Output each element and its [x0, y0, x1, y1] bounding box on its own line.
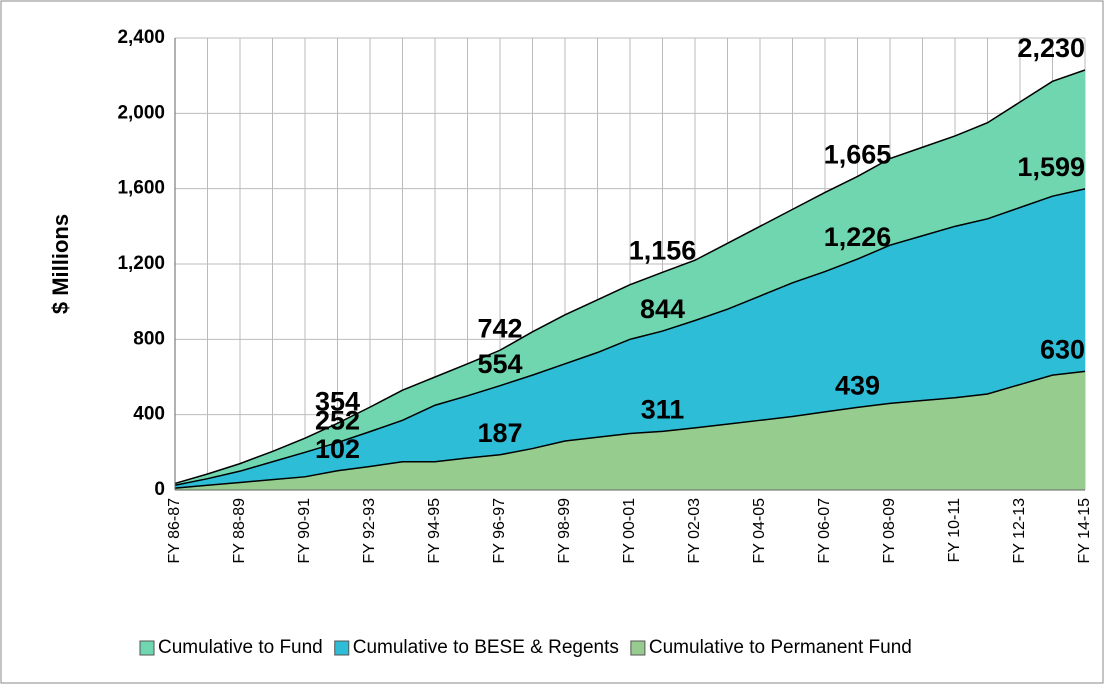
x-tick-label: FY 98-99 — [556, 498, 573, 564]
x-tick-label: FY 90-91 — [296, 498, 313, 564]
x-tick-label: FY 96-97 — [491, 498, 508, 564]
data-label: 1,226 — [824, 222, 892, 252]
data-label: 1,156 — [629, 235, 697, 265]
data-label: 742 — [477, 313, 522, 343]
x-tick-label: FY 86-87 — [166, 498, 183, 564]
x-tick-label: FY 10-11 — [946, 498, 963, 562]
y-tick-label: 0 — [154, 479, 165, 500]
data-label: 311 — [641, 395, 685, 425]
x-tick-label: FY 12-13 — [1011, 498, 1028, 564]
y-tick-label: 2,400 — [117, 27, 165, 48]
x-tick-label: FY 14-15 — [1076, 498, 1093, 564]
data-label: 1,599 — [1017, 152, 1085, 182]
y-tick-label: 800 — [133, 328, 165, 349]
legend-swatch — [630, 640, 646, 656]
y-tick-label: 2,000 — [117, 102, 165, 123]
x-tick-label: FY 02-03 — [686, 498, 703, 564]
x-tick-label: FY 00-01 — [621, 498, 638, 564]
x-tick-label: FY 08-09 — [881, 498, 898, 564]
legend-swatch — [139, 640, 155, 656]
legend-label: Cumulative to BESE & Regents — [353, 637, 619, 658]
data-label: 2,230 — [1017, 33, 1085, 63]
x-tick-label: FY 88-89 — [231, 498, 248, 564]
data-label: 844 — [640, 294, 685, 324]
y-tick-label: 400 — [133, 404, 165, 425]
legend-swatch — [334, 640, 350, 656]
data-label: 1,665 — [824, 140, 892, 170]
legend-label: Cumulative to Permanent Fund — [649, 637, 912, 658]
y-tick-label: 1,200 — [117, 253, 165, 274]
area — [175, 371, 1085, 490]
data-label: 439 — [835, 370, 880, 400]
area-line — [174, 188, 1086, 487]
legend-label: Cumulative to Fund — [158, 637, 323, 658]
x-tick-label: FY 06-07 — [816, 498, 833, 564]
x-tick-label: FY 04-05 — [751, 498, 768, 564]
data-label: 102 — [315, 434, 360, 464]
x-tick-label: FY 92-93 — [361, 498, 378, 564]
data-label: 554 — [477, 349, 522, 379]
area-line — [174, 370, 1086, 489]
y-tick-label: 1,600 — [117, 178, 165, 199]
data-label: 252 — [315, 406, 360, 436]
data-label: 187 — [477, 418, 522, 448]
y-axis-title: $ Millions — [48, 214, 73, 314]
data-label: 630 — [1040, 334, 1085, 364]
area-line — [174, 69, 1086, 485]
x-tick-label: FY 94-95 — [426, 498, 443, 564]
data-label: 354 — [315, 386, 360, 416]
